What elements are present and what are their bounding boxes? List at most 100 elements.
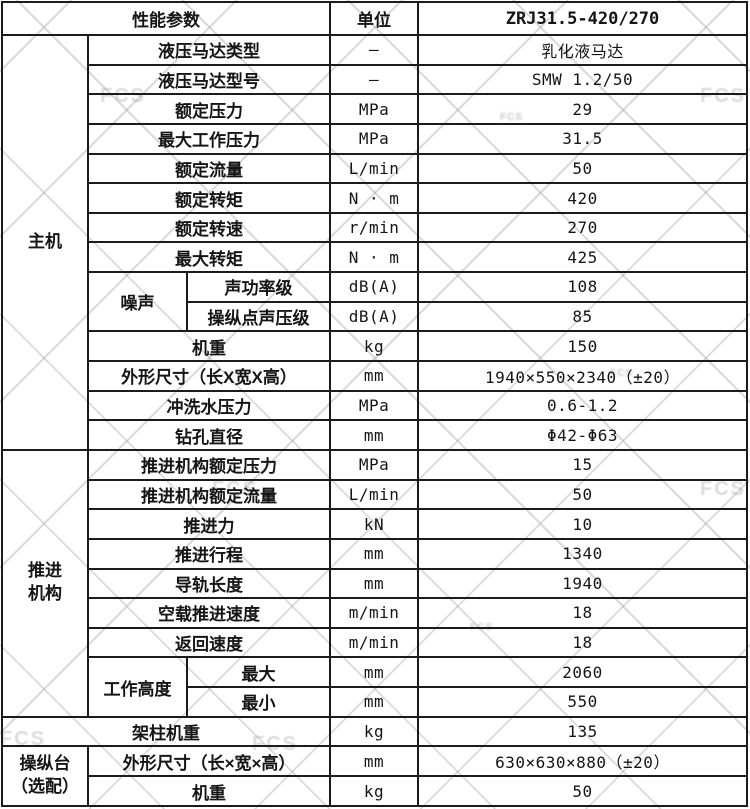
unit-cell: —	[329, 63, 420, 96]
table-row: 最小 mm 550	[2, 686, 748, 718]
unit-cell: mm	[329, 656, 420, 689]
table-row: 工作高度 最大 mm 2060	[2, 656, 748, 718]
value-cell: 18	[417, 626, 748, 659]
value-cell: 85	[417, 300, 748, 333]
table-row: 冲洗水压力 MPa 0.6-1.2	[2, 389, 748, 422]
unit-cell: mm	[329, 567, 420, 600]
unit-cell: N · m	[329, 241, 420, 274]
table-row: 噪声 声功率级 dB(A) 108	[2, 271, 748, 333]
table-row: 液压马达型号 — SMW 1.2/50	[2, 63, 748, 96]
param-cell: 操纵点声压级	[185, 300, 332, 333]
param-cell: 最大转矩	[86, 241, 332, 274]
param-cell: 冲洗水压力	[86, 389, 332, 422]
unit-cell: kg	[329, 715, 420, 748]
param-cell: 机重	[86, 775, 332, 807]
group-feed: 推进 机构	[1, 448, 89, 718]
table-row: 主机 液压马达类型 — 乳化液马达	[1, 34, 748, 451]
unit-cell: m/min	[329, 626, 420, 659]
value-cell: 270	[417, 211, 748, 244]
table-row: 额定压力 MPa 29	[2, 93, 748, 125]
param-cell: 推进力	[86, 508, 332, 540]
unit-cell: dB(A)	[329, 300, 420, 333]
table-row: 最大工作压力 MPa 31.5	[2, 122, 748, 155]
table-row: 推进机构额定流量 L/min 50	[2, 478, 748, 511]
param-cell: 额定流量	[86, 152, 332, 185]
unit-cell: mm	[329, 745, 420, 778]
param-cell: 额定转矩	[86, 182, 332, 214]
value-cell: 50	[417, 152, 748, 185]
value-cell: 108	[417, 271, 748, 303]
param-cell: 额定压力	[86, 93, 332, 125]
param-cell: 液压马达类型	[86, 34, 332, 66]
value-cell: Φ42-Φ63	[417, 419, 748, 451]
value-cell: 0.6-1.2	[417, 389, 748, 422]
table-row: 最大转矩 N · m 425	[2, 241, 748, 274]
table-row: 操纵点声压级 dB(A) 85	[2, 300, 748, 333]
param-cell: 导轨长度	[86, 567, 332, 600]
value-cell: 150	[417, 330, 748, 363]
value-cell: 1940×550×2340（±20）	[417, 360, 748, 392]
unit-cell: L/min	[329, 478, 420, 511]
table-row: 额定转速 r/min 270	[2, 211, 748, 244]
param-cell: 外形尺寸（长×宽×高）	[86, 745, 332, 778]
table-row: 操纵台 （选配） 外形尺寸（长×宽×高） mm 630×630×880（±20）	[1, 745, 748, 807]
value-cell: 630×630×880（±20）	[417, 745, 748, 778]
value-cell: 1940	[417, 567, 748, 600]
param-cell: 推进机构额定流量	[86, 478, 332, 511]
value-cell: 乳化液马达	[417, 34, 748, 66]
header-unit: 单位	[329, 1, 420, 36]
value-cell: 18	[417, 597, 748, 629]
value-cell: 1340	[417, 537, 748, 570]
param-cell: 空载推进速度	[86, 597, 332, 629]
value-cell: SMW 1.2/50	[417, 63, 748, 96]
table-row: 额定流量 L/min 50	[2, 152, 748, 185]
value-cell: 29	[417, 93, 748, 125]
param-cell: 钻孔直径	[86, 419, 332, 451]
unit-cell: r/min	[329, 211, 420, 244]
unit-cell: —	[329, 34, 420, 66]
value-cell: 10	[417, 508, 748, 540]
group-main: 主机	[1, 34, 89, 451]
table-row: 推进行程 mm 1340	[2, 537, 748, 570]
param-cell: 返回速度	[86, 626, 332, 659]
unit-cell: mm	[329, 686, 420, 718]
value-cell: 15	[417, 448, 748, 481]
unit-cell: mm	[329, 537, 420, 570]
unit-cell: N · m	[329, 182, 420, 214]
group-console-line2: （选配）	[11, 777, 79, 797]
param-cell: 最大工作压力	[86, 122, 332, 155]
table-row: 导轨长度 mm 1940	[2, 567, 748, 600]
group-feed-line1: 推进	[28, 561, 62, 581]
table-row: 机重 kg 150	[2, 330, 748, 363]
table-row: 架柱机重 kg 135	[0, 715, 748, 748]
header-model: ZRJ31.5-420/270	[417, 1, 748, 36]
value-cell: 31.5	[417, 122, 748, 155]
table-row: 额定转矩 N · m 420	[2, 182, 748, 214]
table-row: 机重 kg 50	[2, 775, 748, 807]
value-cell: 425	[417, 241, 748, 274]
group-feed-line2: 机构	[28, 584, 62, 604]
unit-cell: MPa	[329, 448, 420, 481]
value-cell: 50	[417, 478, 748, 511]
unit-cell: L/min	[329, 152, 420, 185]
group-console: 操纵台 （选配）	[1, 745, 89, 807]
unit-cell: dB(A)	[329, 271, 420, 303]
param-cell: 外形尺寸（长X宽X高）	[86, 360, 332, 392]
unit-cell: mm	[329, 419, 420, 451]
table-row: 推进力 kN 10	[2, 508, 748, 540]
group-console-line1: 操纵台	[19, 754, 71, 774]
unit-cell: MPa	[329, 389, 420, 422]
param-cell: 额定转速	[86, 211, 332, 244]
param-cell: 机重	[86, 330, 332, 363]
table-row: 空载推进速度 m/min 18	[2, 597, 748, 629]
value-cell: 550	[417, 686, 748, 718]
subgroup-work-height: 工作高度	[87, 656, 188, 718]
subgroup-noise: 噪声	[87, 271, 188, 333]
table-row: 推进 机构 推进机构额定压力 MPa 15	[1, 448, 748, 718]
unit-cell: kg	[329, 330, 420, 363]
unit-cell: mm	[329, 360, 420, 392]
table-header-row: 性能参数 单位 ZRJ31.5-420/270	[0, 1, 748, 36]
param-cell: 推进行程	[86, 537, 332, 570]
unit-cell: kg	[329, 775, 420, 807]
